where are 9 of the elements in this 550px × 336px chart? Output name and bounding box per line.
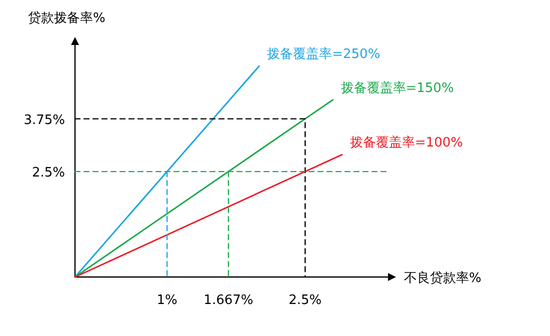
y-axis-title: 贷款拨备率% bbox=[28, 10, 106, 26]
series-label: 拨备覆盖率=100% bbox=[350, 134, 464, 151]
y-tick-label: 3.75% bbox=[24, 112, 65, 128]
x-axis-title: 不良贷款率% bbox=[404, 270, 482, 286]
x-tick-label: 1.667% bbox=[204, 293, 254, 308]
series-label: 拨备覆盖率=250% bbox=[267, 46, 380, 62]
x-tick-label: 1% bbox=[156, 293, 178, 308]
x-tick-label: 2.5% bbox=[288, 293, 322, 308]
series-label: 拨备覆盖率=150% bbox=[340, 80, 454, 96]
